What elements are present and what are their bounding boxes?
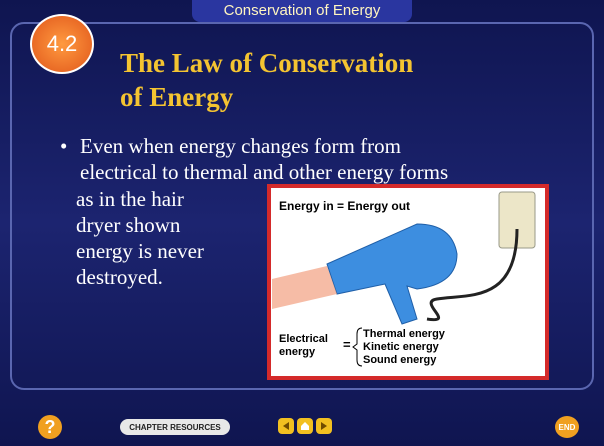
title-line: The Law of Conservation [120,48,413,79]
figure-heading: Energy in = Energy out [279,199,410,213]
help-button[interactable]: ? [38,415,62,439]
prev-icon [281,421,291,431]
next-button[interactable] [316,418,332,434]
bullet-line: dryer shown [76,213,180,238]
figure-equals: = [343,337,351,352]
bullet-line: destroyed. [76,265,163,290]
bullet-line: Even when energy changes form from [80,134,401,159]
bullet-line: electrical to thermal and other energy f… [80,160,448,185]
figure-label: Kinetic energy [363,341,440,353]
slide: Conservation of Energy 4.2 The Law of Co… [0,0,604,446]
prev-button[interactable] [278,418,294,434]
bullet-marker: • [60,134,67,159]
figure-label: Electrical [279,333,328,345]
bullet-line: as in the hair [76,187,184,212]
home-icon [300,421,310,431]
section-title: Conservation of Energy [192,2,412,19]
chapter-resources-button[interactable]: CHAPTER RESOURCES [120,419,230,435]
figure-label: Sound energy [363,354,437,366]
figure-label: Thermal energy [363,328,446,340]
bullet-line: energy is never [76,239,204,264]
figure-label: energy [279,346,316,358]
end-button[interactable]: END [555,416,579,438]
next-icon [319,421,329,431]
figure: Energy in = Energy out Electrical energy… [267,184,549,380]
home-button[interactable] [297,418,313,434]
badge: 4.2 [30,14,94,74]
title-line: of Energy [120,82,233,113]
